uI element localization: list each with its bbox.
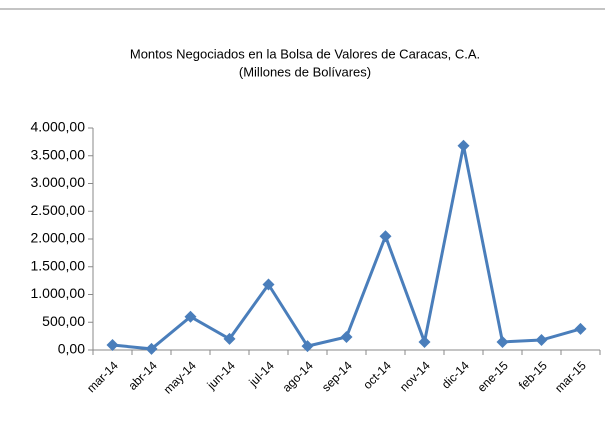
x-tick-label: abr-14 <box>125 358 160 393</box>
y-tick-label: 3.000,00 <box>31 174 86 190</box>
x-tick-label: mar-14 <box>84 358 121 395</box>
x-tick-label: oct-14 <box>360 358 394 392</box>
x-tick-label: mar-15 <box>552 358 589 395</box>
line <box>112 145 581 351</box>
marker <box>574 322 587 335</box>
x-tick-label: ago-14 <box>280 358 317 395</box>
x-tick-label: jun-14 <box>204 358 238 392</box>
y-tick-label: 3.500,00 <box>31 146 86 162</box>
marker <box>418 335 431 348</box>
marker <box>379 230 392 243</box>
x-tick-label: may-14 <box>161 358 199 396</box>
marker <box>457 139 470 152</box>
marker <box>262 278 275 291</box>
marker <box>301 340 314 353</box>
x-tick-label: sep-14 <box>319 358 355 394</box>
y-tick-label: 2.500,00 <box>31 202 86 218</box>
y-tick-label: 500,00 <box>42 313 85 329</box>
marker <box>223 332 236 345</box>
x-tick-label: nov-14 <box>397 358 433 394</box>
marker <box>340 330 353 343</box>
x-tick-label: dic-14 <box>439 358 472 391</box>
marker <box>106 339 119 352</box>
y-tick-label: 1.500,00 <box>31 257 86 273</box>
y-tick-label: 4.000,00 <box>31 119 86 135</box>
y-tick-label: 1.000,00 <box>31 285 86 301</box>
y-tick-label: 2.000,00 <box>31 230 86 246</box>
y-tick-label: 0,00 <box>58 341 85 357</box>
marker <box>184 310 197 323</box>
x-tick-label: jul-14 <box>245 358 277 390</box>
chart-title: Montos Negociados en la Bolsa de Valores… <box>130 46 480 61</box>
x-tick-label: ene-15 <box>475 358 512 395</box>
x-tick-label: feb-15 <box>516 358 550 392</box>
marker <box>496 335 509 348</box>
marker <box>145 342 158 355</box>
marker <box>535 334 548 347</box>
chart-subtitle: (Millones de Bolívares) <box>239 64 371 79</box>
